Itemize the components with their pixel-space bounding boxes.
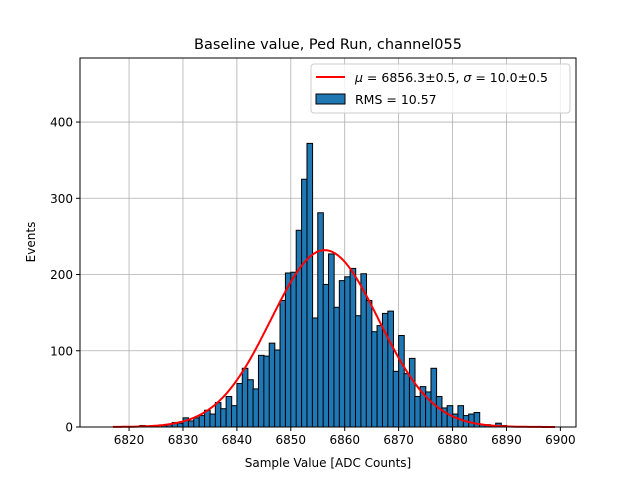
histogram-bar: [301, 178, 308, 428]
chart-title: Baseline value, Ped Run, channel055: [194, 37, 462, 53]
legend-hist-label: RMS = 10.57: [355, 92, 437, 107]
histogram-bar: [354, 315, 362, 428]
grid: [80, 58, 576, 428]
histogram-bar: [247, 379, 254, 428]
y-tick-label: 200: [50, 268, 73, 282]
x-tick-label: 6820: [114, 433, 145, 447]
histogram-bar: [311, 317, 319, 428]
histogram-bar: [284, 272, 292, 428]
x-tick-label: 6870: [383, 433, 414, 447]
histogram-bar: [398, 335, 405, 428]
y-tick-label: 100: [50, 344, 73, 358]
histogram-bar: [328, 253, 335, 428]
histogram-bar: [236, 383, 243, 428]
histogram-bar: [468, 413, 475, 428]
histogram-bar: [252, 388, 260, 428]
histogram-bar: [322, 283, 330, 428]
y-tick-label: 300: [50, 192, 73, 206]
histogram-bar: [349, 267, 357, 428]
x-tick-label: 6840: [222, 433, 253, 447]
histogram-bar: [435, 396, 443, 428]
histogram-bar: [274, 349, 281, 428]
x-tick-label: 6900: [545, 433, 576, 447]
legend-sigma-value: = 10.0±0.5: [471, 70, 548, 85]
x-tick-label: 6850: [276, 433, 307, 447]
y-axis-label: Events: [24, 222, 38, 263]
legend-frame: [310, 63, 571, 114]
histogram-bar: [344, 276, 351, 428]
legend-mu: μ: [354, 70, 363, 85]
histogram-bar: [430, 367, 438, 428]
x-tick-label: 6890: [491, 433, 522, 447]
histogram-bar: [338, 280, 346, 428]
histogram-bar: [290, 271, 297, 428]
legend-hist-swatch: [315, 93, 346, 105]
histogram-bar: [365, 299, 373, 428]
histogram-bar: [225, 396, 233, 428]
x-axis-label: Sample Value [ADC Counts]: [245, 456, 411, 470]
histogram-bar: [198, 415, 206, 428]
histogram-bar: [220, 408, 227, 428]
histogram-bar: [279, 299, 287, 428]
histogram-bar: [263, 355, 270, 428]
legend-fit-label: μ = 6856.3±0.5, σ = 10.0±0.5: [354, 70, 548, 85]
histogram-bars: [139, 142, 508, 428]
histogram-bar: [376, 325, 384, 428]
legend-sigma: σ: [463, 70, 472, 85]
y-tick-label: 400: [50, 116, 73, 130]
plot-frame: [79, 57, 577, 428]
histogram-bar: [360, 273, 367, 428]
histogram-bar: [387, 310, 394, 428]
histogram-bar: [392, 370, 400, 428]
histogram-bar: [193, 417, 200, 428]
histogram-bar: [268, 342, 276, 428]
histogram-bar: [295, 229, 303, 428]
histogram-bar: [457, 405, 465, 428]
x-tick-label: 6880: [437, 433, 468, 447]
histogram-bar: [187, 420, 195, 428]
x-tick-label: 6860: [329, 433, 360, 447]
legend: μ = 6856.3±0.5, σ = 10.0±0.5 RMS = 10.57: [310, 63, 571, 114]
histogram-bar: [333, 306, 341, 428]
histogram-bar: [414, 396, 421, 428]
histogram-bar: [230, 405, 238, 428]
histogram-bar: [214, 402, 222, 428]
axis-ticks: 6820 6830 6840 6850 6860 6870 6880 6890 6900 0 100…: [50, 116, 576, 447]
histogram-bar: [317, 212, 324, 428]
histogram-bar: [403, 373, 411, 428]
histogram-bar: [241, 367, 249, 428]
histogram-bar: [306, 142, 314, 428]
y-tick-label: 0: [65, 421, 73, 435]
histogram-bar: [209, 413, 217, 428]
histogram-bar: [408, 357, 416, 428]
x-tick-label: 6830: [168, 433, 199, 447]
histogram-bar: [257, 354, 265, 428]
legend-mu-value: = 6856.3±0.5,: [363, 70, 463, 85]
histogram-bar: [177, 422, 184, 428]
gaussian-fit-line: [112, 249, 555, 428]
histogram-bar: [371, 331, 378, 428]
